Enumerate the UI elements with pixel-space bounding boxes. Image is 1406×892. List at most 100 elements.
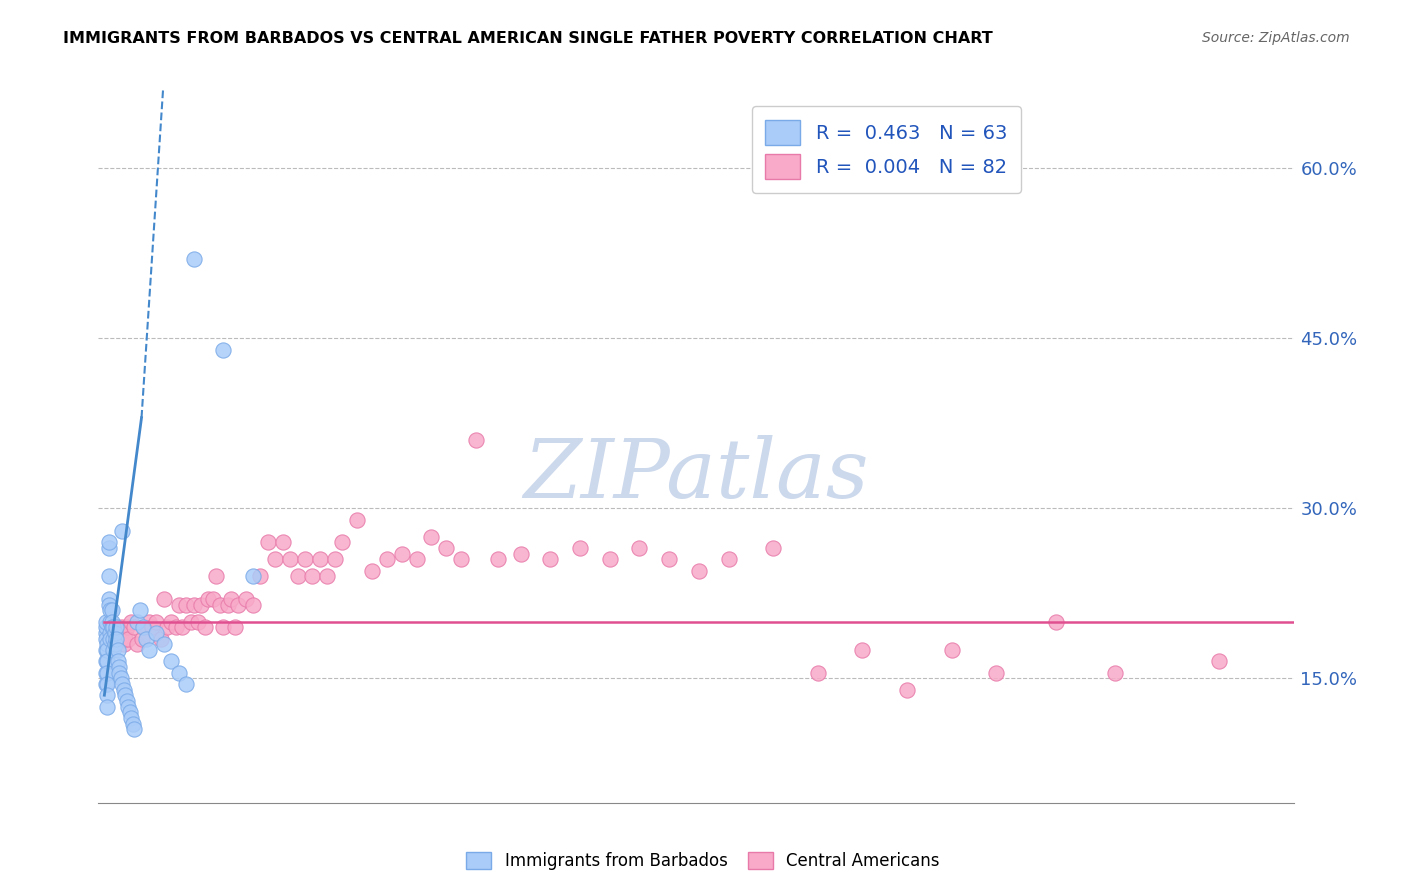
Point [486,552,509,566]
Point [105,620,128,634]
Point [287,569,309,583]
Point [201,591,224,606]
Point [209,598,232,612]
Point [187,615,209,629]
Point [278,552,301,566]
Point [450,552,472,566]
Point [183,598,205,612]
Point [1104,665,1126,680]
Point [97,569,120,583]
Point [405,552,427,566]
Point [323,552,346,566]
Point [105,632,128,646]
Point [190,598,212,612]
Point [101,620,124,634]
Point [986,665,1008,680]
Legend: R =  0.463   N = 63, R =  0.004   N = 82: R = 0.463 N = 63, R = 0.004 N = 82 [752,106,1021,193]
Point [599,552,621,566]
Point [569,541,592,555]
Point [117,699,139,714]
Point [132,620,155,634]
Point [145,626,167,640]
Point [96,637,118,651]
Point [98,632,121,646]
Point [98,615,121,629]
Point [121,716,143,731]
Point [509,547,531,561]
Point [108,626,131,640]
Legend: Immigrants from Barbados, Central Americans: Immigrants from Barbados, Central Americ… [460,845,946,877]
Point [134,620,156,634]
Point [138,643,160,657]
Point [97,598,120,612]
Point [145,615,167,629]
Point [212,620,235,634]
Point [1045,615,1067,629]
Point [896,682,918,697]
Point [174,598,197,612]
Point [219,591,242,606]
Point [131,632,153,646]
Point [330,535,353,549]
Point [271,535,294,549]
Point [688,564,710,578]
Point [264,552,287,566]
Point [183,252,205,266]
Point [165,620,187,634]
Point [160,615,183,629]
Point [107,643,129,657]
Point [115,620,138,634]
Point [174,677,197,691]
Point [141,620,163,634]
Point [465,434,488,448]
Point [235,591,257,606]
Point [96,677,118,691]
Point [375,552,398,566]
Point [316,569,339,583]
Point [104,626,127,640]
Point [167,598,190,612]
Point [309,552,332,566]
Point [226,598,249,612]
Point [94,632,117,646]
Point [96,699,118,714]
Point [658,552,681,566]
Point [108,665,131,680]
Point [125,637,148,651]
Point [117,632,139,646]
Point [111,677,134,691]
Point [115,694,138,708]
Point [118,705,141,719]
Point [194,620,217,634]
Point [129,603,152,617]
Point [101,620,124,634]
Point [257,535,280,549]
Point [197,591,219,606]
Point [205,569,228,583]
Point [98,626,121,640]
Point [112,682,135,697]
Point [94,643,117,657]
Point [807,665,830,680]
Point [96,643,118,657]
Point [538,552,561,566]
Point [110,632,132,646]
Point [170,620,193,634]
Point [346,513,368,527]
Point [96,665,118,680]
Point [149,632,172,646]
Point [98,603,121,617]
Point [94,665,117,680]
Point [434,541,457,555]
Point [153,637,176,651]
Point [135,632,157,646]
Point [851,643,873,657]
Point [94,626,117,640]
Point [224,620,246,634]
Point [94,620,117,634]
Point [111,524,134,538]
Point [108,660,131,674]
Point [125,615,148,629]
Point [107,654,129,668]
Point [112,637,135,651]
